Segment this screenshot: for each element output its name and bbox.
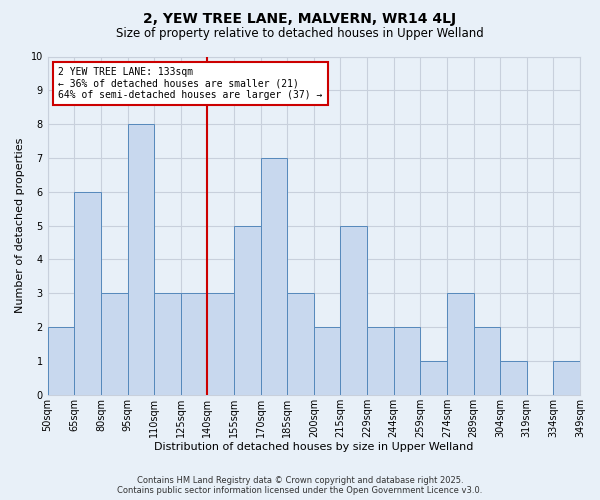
Bar xyxy=(101,294,128,395)
Bar xyxy=(74,192,101,395)
Bar xyxy=(208,294,234,395)
Bar xyxy=(447,294,473,395)
Bar xyxy=(234,226,260,395)
Text: 2 YEW TREE LANE: 133sqm
← 36% of detached houses are smaller (21)
64% of semi-de: 2 YEW TREE LANE: 133sqm ← 36% of detache… xyxy=(58,66,323,100)
Text: 2, YEW TREE LANE, MALVERN, WR14 4LJ: 2, YEW TREE LANE, MALVERN, WR14 4LJ xyxy=(143,12,457,26)
Bar xyxy=(260,158,287,395)
Y-axis label: Number of detached properties: Number of detached properties xyxy=(15,138,25,314)
Bar xyxy=(181,294,208,395)
Bar xyxy=(314,327,340,395)
Bar xyxy=(340,226,367,395)
Bar xyxy=(420,361,447,395)
Bar xyxy=(47,327,74,395)
Bar xyxy=(367,327,394,395)
Text: Size of property relative to detached houses in Upper Welland: Size of property relative to detached ho… xyxy=(116,28,484,40)
X-axis label: Distribution of detached houses by size in Upper Welland: Distribution of detached houses by size … xyxy=(154,442,473,452)
Bar xyxy=(394,327,420,395)
Bar xyxy=(287,294,314,395)
Bar xyxy=(128,124,154,395)
Bar xyxy=(500,361,527,395)
Bar xyxy=(553,361,580,395)
Bar xyxy=(473,327,500,395)
Bar xyxy=(154,294,181,395)
Text: Contains HM Land Registry data © Crown copyright and database right 2025.
Contai: Contains HM Land Registry data © Crown c… xyxy=(118,476,482,495)
